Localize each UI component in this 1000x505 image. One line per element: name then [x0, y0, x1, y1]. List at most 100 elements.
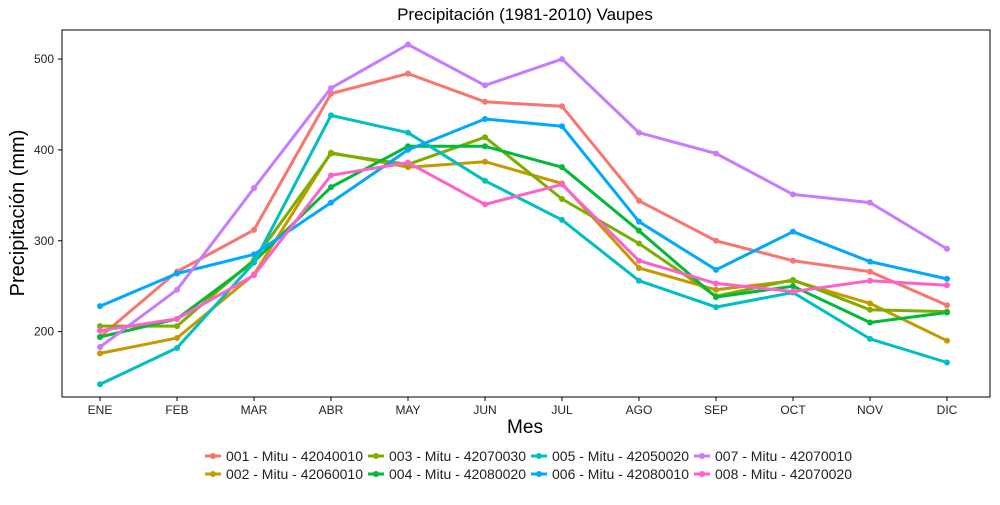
data-point: [867, 199, 873, 206]
x-axis-title: Mes: [507, 417, 543, 438]
legend-label: 005 - Mitu - 42050020: [552, 448, 689, 464]
series-line: [99, 161, 948, 333]
data-point: [97, 327, 103, 334]
data-point: [405, 159, 411, 166]
data-point: [405, 129, 411, 136]
data-point: [97, 350, 103, 357]
data-point: [636, 129, 642, 136]
data-point: [328, 112, 334, 119]
data-point: [405, 41, 411, 48]
legend-label: 003 - Mitu - 42070030: [389, 448, 526, 464]
data-point: [790, 283, 796, 290]
data-point: [713, 294, 719, 301]
data-point: [944, 359, 950, 366]
data-point: [636, 257, 642, 264]
data-point: [482, 158, 488, 165]
data-point: [328, 85, 334, 92]
x-tick-label: SEP: [704, 403, 728, 417]
data-point: [790, 276, 796, 283]
data-point: [482, 143, 488, 150]
data-point: [713, 266, 719, 273]
data-point: [97, 381, 103, 388]
x-tick-label: JUL: [551, 403, 573, 417]
data-point: [713, 304, 719, 311]
data-point: [944, 245, 950, 252]
data-point: [636, 197, 642, 204]
y-tick-label: 400: [34, 143, 54, 157]
data-point: [636, 227, 642, 234]
x-tick-label: AGO: [626, 403, 653, 417]
data-point: [482, 177, 488, 184]
data-point: [97, 334, 103, 341]
data-point: [482, 134, 488, 141]
data-point: [713, 280, 719, 287]
legend-item: 005 - Mitu - 42050020: [531, 448, 689, 464]
x-tick-label: ENE: [88, 403, 113, 417]
data-point: [867, 268, 873, 275]
legend-key-point: [210, 453, 216, 459]
series-5: [97, 112, 950, 388]
legend-item: 001 - Mitu - 42040010: [205, 448, 363, 464]
legend-item: 008 - Mitu - 42070020: [694, 466, 852, 482]
data-point: [636, 277, 642, 284]
series-7: [97, 41, 950, 351]
data-point: [174, 270, 180, 277]
legend-item: 002 - Mitu - 42060010: [205, 466, 363, 482]
data-point: [328, 172, 334, 179]
x-tick-label: OCT: [780, 403, 806, 417]
data-point: [251, 259, 257, 266]
legend-item: 003 - Mitu - 42070030: [368, 448, 526, 464]
x-axis: ENE FEB MAR ABR MAY JUN JUL AGO SEP OCT NOV DIC: [88, 397, 958, 417]
data-point: [97, 344, 103, 351]
data-point: [174, 286, 180, 293]
x-tick-label: MAR: [241, 403, 268, 417]
data-point: [944, 309, 950, 316]
data-point: [944, 282, 950, 289]
legend-key-point: [210, 471, 216, 477]
data-point: [405, 146, 411, 153]
legend: 001 - Mitu - 42040010 002 - Mitu - 420600…: [205, 448, 852, 482]
y-tick-label: 300: [34, 234, 54, 248]
legend-label: 002 - Mitu - 42060010: [226, 466, 363, 482]
data-point: [405, 70, 411, 77]
data-point: [97, 303, 103, 310]
legend-key-point: [536, 453, 542, 459]
data-point: [97, 323, 103, 330]
y-tick-label: 200: [34, 325, 54, 339]
series-line: [99, 72, 948, 339]
series-line: [99, 144, 948, 339]
data-point: [251, 185, 257, 192]
data-point: [790, 191, 796, 198]
data-point: [944, 275, 950, 282]
data-point: [790, 288, 796, 295]
data-point: [944, 302, 950, 309]
legend-item: 004 - Mitu - 42080020: [368, 466, 526, 482]
data-point: [174, 344, 180, 351]
y-axis: 200 300 400 500: [34, 52, 62, 339]
data-point: [559, 195, 565, 202]
data-point: [559, 123, 565, 130]
data-point: [251, 226, 257, 233]
data-point: [790, 257, 796, 264]
series-line: [99, 43, 948, 349]
series-6: [97, 116, 950, 310]
plot-area: [61, 29, 991, 398]
data-point: [559, 103, 565, 110]
data-point: [482, 116, 488, 123]
data-point: [713, 237, 719, 244]
y-tick-label: 500: [34, 52, 54, 66]
data-point: [867, 300, 873, 307]
data-point: [174, 323, 180, 330]
data-point: [174, 334, 180, 341]
data-point: [944, 337, 950, 344]
data-point: [174, 315, 180, 322]
data-point: [328, 150, 334, 157]
series-line: [99, 113, 948, 386]
data-point: [559, 181, 565, 188]
x-tick-label: ABR: [319, 403, 344, 417]
legend-label: 006 - Mitu - 42080010: [552, 466, 689, 482]
legend-key-point: [699, 471, 705, 477]
data-point: [559, 56, 565, 63]
